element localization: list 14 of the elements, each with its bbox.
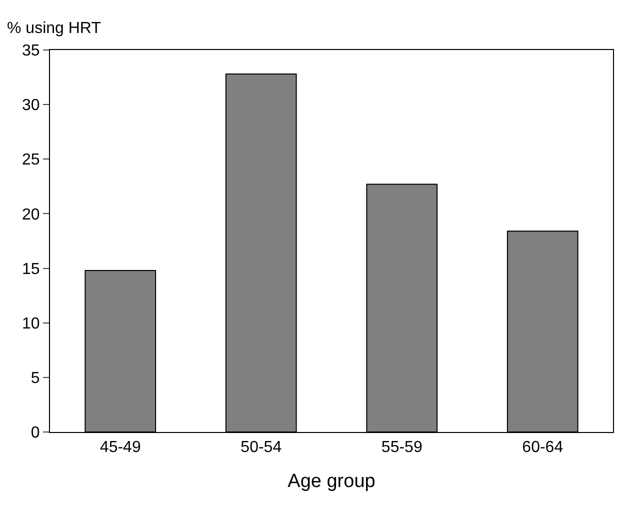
x-tick-label: 60-64: [522, 439, 564, 456]
y-axis-title: % using HRT: [7, 20, 102, 37]
y-tick-label: 15: [22, 260, 40, 278]
y-tick-label: 20: [22, 206, 40, 224]
x-tick-label: 45-49: [100, 439, 141, 456]
y-tick-label: 30: [22, 97, 40, 114]
x-axis-title: Age group: [288, 471, 376, 492]
y-tick-label: 5: [30, 370, 40, 388]
y-tick-label: 35: [22, 42, 40, 60]
x-tick-label: 55-59: [381, 439, 422, 456]
y-tick-label: 0: [30, 424, 40, 442]
y-tick-label: 25: [22, 152, 40, 169]
x-tick-label: 50-54: [240, 439, 282, 456]
y-tick-label: 10: [22, 315, 40, 332]
